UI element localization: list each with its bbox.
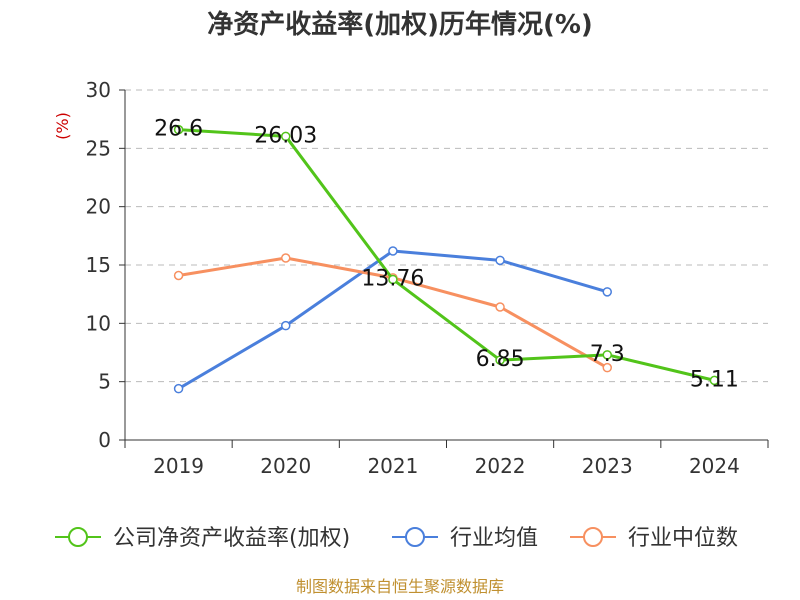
data-point: [173, 270, 184, 281]
x-tick-label: 2024: [689, 454, 740, 478]
x-tick-label: 2022: [475, 454, 526, 478]
data-label: 26.03: [254, 123, 317, 148]
legend-label: 公司净资产收益率(加权): [113, 526, 350, 551]
data-label: 5.11: [690, 367, 739, 392]
series-line: [178, 128, 715, 382]
data-point: [388, 246, 398, 256]
data-label: 26.6: [154, 117, 203, 142]
data-point: [495, 255, 505, 266]
data-point: [173, 124, 184, 135]
series-lines: [173, 124, 720, 394]
data-point: [388, 274, 398, 285]
data-point: [602, 362, 612, 373]
legend-item: 行业均值: [392, 526, 538, 551]
y-tick-label: 20: [86, 195, 111, 219]
data-labels: 26.6 26.03 13.76 6.85 7.3 5.11: [154, 117, 739, 393]
data-label: 7.3: [590, 342, 625, 367]
y-axis-unit-label: (%): [53, 112, 72, 140]
y-tick-label: 0: [98, 428, 111, 452]
legend-label: 行业均值: [450, 526, 538, 551]
grid-lines: [125, 89, 768, 383]
x-tick-label: 2023: [582, 454, 633, 478]
data-point: [709, 375, 720, 386]
data-point: [281, 320, 291, 331]
legend-swatch-marker: [583, 527, 603, 547]
legend-label: 行业中位数: [628, 526, 738, 551]
y-tick-label: 15: [86, 253, 111, 277]
series-0: [173, 124, 720, 386]
data-point: [602, 350, 612, 360]
legend-item: 公司净资产收益率(加权): [55, 526, 350, 551]
axes: 0 5 10 15 20 25 30 2019 2020 2021 2022 2023 2024: [86, 78, 769, 478]
x-tick-label: 2019: [153, 454, 204, 478]
legend-item: 行业中位数: [570, 526, 738, 551]
series-1: [173, 246, 612, 394]
legend-swatch-marker: [68, 527, 88, 547]
data-point: [495, 302, 505, 312]
data-label: 6.85: [476, 347, 525, 372]
y-tick-label: 25: [86, 136, 111, 160]
chart-title: 净资产收益率(加权)历年情况(%): [207, 9, 593, 40]
data-point: [281, 253, 291, 263]
legend: 公司净资产收益率(加权) 行业均值 行业中位数: [55, 526, 738, 551]
legend-swatch-marker: [405, 527, 425, 547]
x-tick-label: 2021: [367, 454, 418, 478]
data-point: [602, 287, 612, 297]
data-label: 13.76: [361, 266, 424, 291]
data-point: [173, 383, 184, 394]
source-note: 制图数据来自恒生聚源数据库: [296, 577, 504, 596]
y-tick-label: 5: [98, 370, 111, 394]
y-tick-label: 30: [86, 78, 111, 102]
y-tick-label: 10: [86, 311, 111, 335]
data-point: [495, 355, 505, 365]
data-point: [281, 131, 291, 142]
x-tick-label: 2020: [260, 454, 311, 478]
